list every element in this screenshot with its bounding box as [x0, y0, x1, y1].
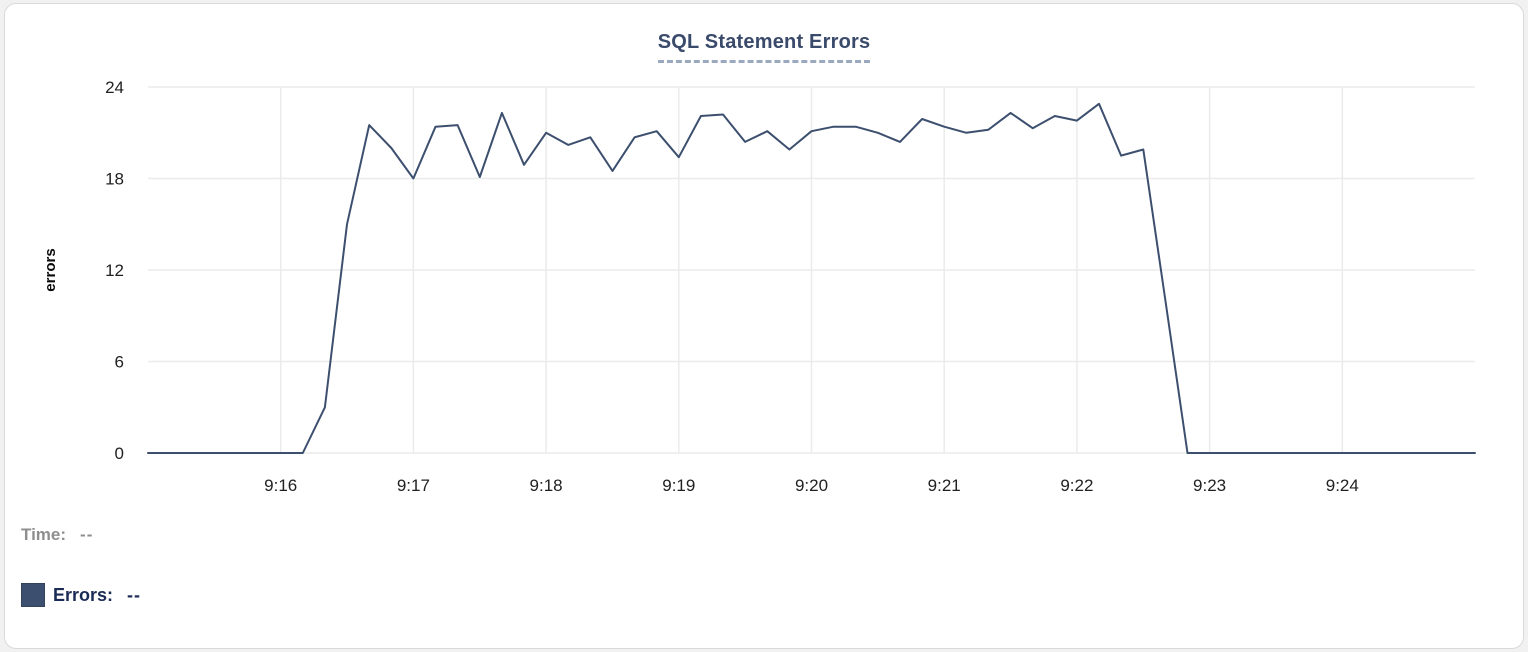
svg-text:12: 12 [105, 261, 124, 280]
legend-time-label: Time: [21, 525, 67, 544]
svg-text:9:20: 9:20 [795, 476, 828, 495]
chart-header: SQL Statement Errors [5, 31, 1523, 63]
legend-errors-value: -- [127, 584, 142, 605]
errors-line-chart[interactable]: 0 6 12 18 24 9:16 9:17 9:18 9:19 9:20 9:21 9:22 9:2… [5, 4, 1528, 509]
svg-text:9:21: 9:21 [928, 476, 961, 495]
chart-card: SQL Statement Errors 0 6 12 18 24 9:16 9:17 9:… [4, 3, 1524, 649]
svg-text:9:23: 9:23 [1193, 476, 1226, 495]
svg-text:9:24: 9:24 [1326, 476, 1359, 495]
legend-errors-label: Errors: [53, 584, 114, 605]
legend-time-value: -- [80, 525, 94, 544]
legend-time-row: Time: -- [21, 522, 141, 548]
y-axis-tick-labels: 0 6 12 18 24 [105, 78, 124, 463]
svg-text:9:17: 9:17 [397, 476, 430, 495]
svg-text:0: 0 [115, 444, 124, 463]
errors-series-swatch [21, 583, 45, 607]
errors-series-line [147, 102, 1476, 454]
svg-text:9:18: 9:18 [530, 476, 563, 495]
x-axis-tick-labels: 9:16 9:17 9:18 9:19 9:20 9:21 9:22 9:23 9:24 [264, 476, 1359, 495]
grid-lines [148, 86, 1475, 454]
svg-text:9:22: 9:22 [1060, 476, 1093, 495]
svg-text:6: 6 [115, 353, 124, 372]
chart-title[interactable]: SQL Statement Errors [657, 31, 871, 63]
hover-readout-legend: Time: -- Errors: -- [21, 522, 141, 642]
svg-text:9:19: 9:19 [662, 476, 695, 495]
svg-text:9:16: 9:16 [264, 476, 297, 495]
svg-text:24: 24 [105, 78, 124, 97]
y-axis-title: errors [42, 248, 59, 291]
svg-text:18: 18 [105, 170, 124, 189]
legend-errors-row: Errors: -- [21, 582, 141, 608]
